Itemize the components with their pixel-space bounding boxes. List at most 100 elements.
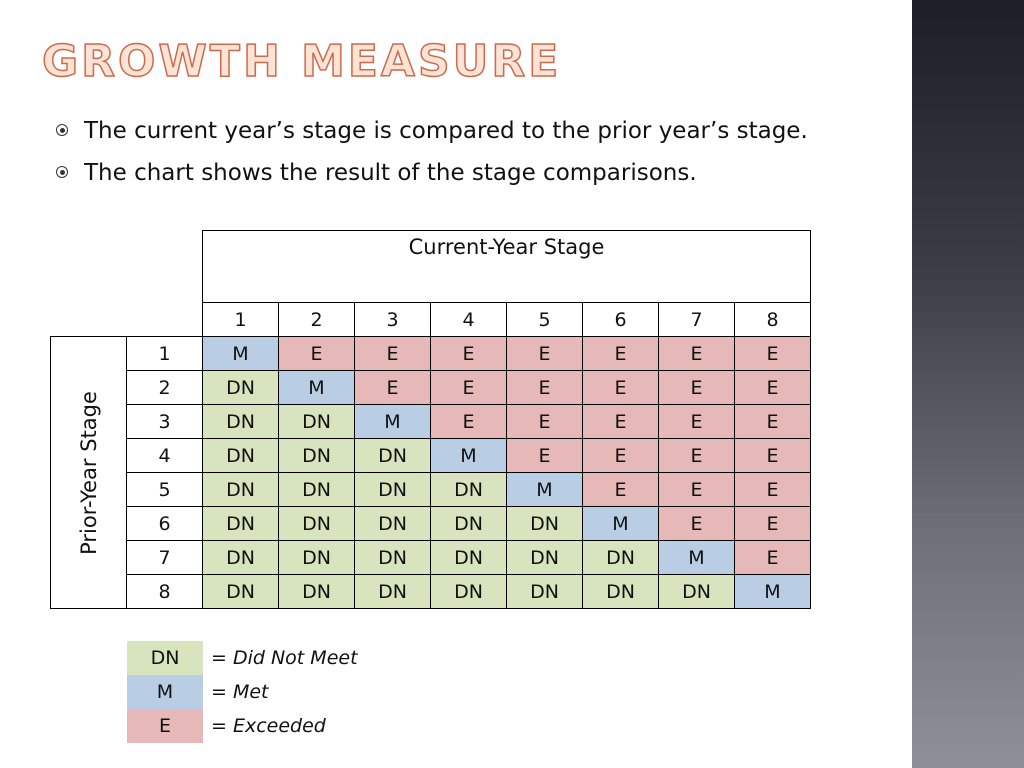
legend-swatch: DN (127, 641, 203, 675)
column-header-cell: 2 (278, 302, 355, 337)
result-cell: M (202, 336, 279, 371)
result-cell: E (658, 404, 735, 439)
result-cell: E (734, 404, 811, 439)
legend-text: = Did Not Meet (211, 647, 358, 669)
result-cell: DN (582, 574, 659, 609)
table-row: Prior-Year Stage 1 M E E E E E E E (50, 336, 811, 609)
row-header-cell: 1 (126, 336, 203, 371)
legend-swatch: M (127, 675, 203, 709)
legend-text: = Met (211, 681, 269, 703)
column-header-cell: 1 (202, 302, 279, 337)
result-cell: E (582, 404, 659, 439)
result-cell: DN (202, 370, 279, 405)
result-cell: M (658, 540, 735, 575)
result-cell: E (734, 472, 811, 507)
result-cell: DN (278, 506, 355, 541)
result-cell: DN (278, 540, 355, 575)
row-header-cell: 5 (126, 472, 203, 507)
result-cell: E (658, 438, 735, 473)
result-cell: DN (278, 404, 355, 439)
result-cell: M (734, 574, 811, 609)
row-header-cell: 4 (126, 438, 203, 473)
result-cell: DN (278, 574, 355, 609)
result-cell: M (582, 506, 659, 541)
result-cell: E (658, 472, 735, 507)
column-header-cell: 3 (354, 302, 431, 337)
slide-title: GROWTH MEASURE (41, 35, 562, 88)
row-header-cell: 3 (126, 404, 203, 439)
result-cell: M (354, 404, 431, 439)
row-header-cell: 8 (126, 574, 203, 609)
row-header-cell: 2 (126, 370, 203, 405)
result-cell: DN (202, 540, 279, 575)
result-cell: E (506, 404, 583, 439)
bullet-circle-icon (56, 166, 68, 178)
bullet-list: The current year’s stage is compared to … (56, 110, 808, 194)
row-header-cell: 6 (126, 506, 203, 541)
legend-item: M = Met (127, 675, 358, 709)
legend-swatch: E (127, 709, 203, 743)
result-cell: E (658, 336, 735, 371)
result-cell: E (582, 472, 659, 507)
result-cell: DN (354, 506, 431, 541)
table-row: 6 DN DN DN DN DN M E E (51, 506, 811, 541)
result-cell: E (430, 404, 507, 439)
legend-text: = Exceeded (211, 715, 326, 737)
legend: DN = Did Not Meet M = Met E = Exceeded (127, 641, 358, 743)
table-row: 2 DN M E E E E E E (51, 370, 811, 405)
result-cell: DN (202, 472, 279, 507)
result-cell: E (734, 438, 811, 473)
table-row: 4 DN DN DN M E E E E (51, 438, 811, 473)
result-cell: DN (430, 540, 507, 575)
result-cell: DN (354, 438, 431, 473)
row-group-label: Prior-Year Stage (76, 390, 101, 555)
bullet-item: The current year’s stage is compared to … (56, 110, 808, 152)
table-row: 5 DN DN DN DN M E E E (51, 472, 811, 507)
result-cell: E (506, 438, 583, 473)
result-cell: E (430, 370, 507, 405)
table-row: 8 DN DN DN DN DN DN DN M (51, 574, 811, 609)
result-cell: DN (582, 540, 659, 575)
result-cell: DN (202, 506, 279, 541)
empty-corner (51, 231, 203, 303)
result-cell: E (278, 336, 355, 371)
result-cell: DN (354, 472, 431, 507)
result-cell: DN (278, 438, 355, 473)
result-cell: DN (354, 574, 431, 609)
result-cell: DN (506, 574, 583, 609)
result-cell: E (658, 370, 735, 405)
column-group-header-row: Current-Year Stage (51, 230, 811, 303)
result-cell: DN (354, 540, 431, 575)
result-cell: DN (430, 472, 507, 507)
legend-item: DN = Did Not Meet (127, 641, 358, 675)
column-group-label: Current-Year Stage (202, 230, 811, 303)
column-header-cell: 6 (582, 302, 659, 337)
result-cell: E (734, 336, 811, 371)
column-header-cell: 8 (734, 302, 811, 337)
bullet-circle-icon (56, 124, 68, 136)
result-cell: DN (202, 438, 279, 473)
result-cell: DN (506, 506, 583, 541)
column-header-cell: 5 (506, 302, 583, 337)
result-cell: E (354, 370, 431, 405)
row-group-label-cell: Prior-Year Stage (50, 336, 127, 609)
result-cell: DN (278, 472, 355, 507)
result-cell: E (734, 506, 811, 541)
result-cell: E (582, 336, 659, 371)
result-cell: DN (430, 574, 507, 609)
result-cell: E (582, 370, 659, 405)
result-cell: DN (202, 404, 279, 439)
result-cell: M (430, 438, 507, 473)
bullet-item: The chart shows the result of the stage … (56, 152, 808, 194)
result-cell: M (506, 472, 583, 507)
result-cell: E (734, 370, 811, 405)
result-cell: E (506, 336, 583, 371)
column-header-cell: 7 (658, 302, 735, 337)
decorative-side-bar (912, 0, 1024, 768)
result-cell: DN (430, 506, 507, 541)
result-cell: E (734, 540, 811, 575)
table-row: 3 DN DN M E E E E E (51, 404, 811, 439)
result-cell: E (506, 370, 583, 405)
bullet-text: The chart shows the result of the stage … (84, 160, 697, 186)
